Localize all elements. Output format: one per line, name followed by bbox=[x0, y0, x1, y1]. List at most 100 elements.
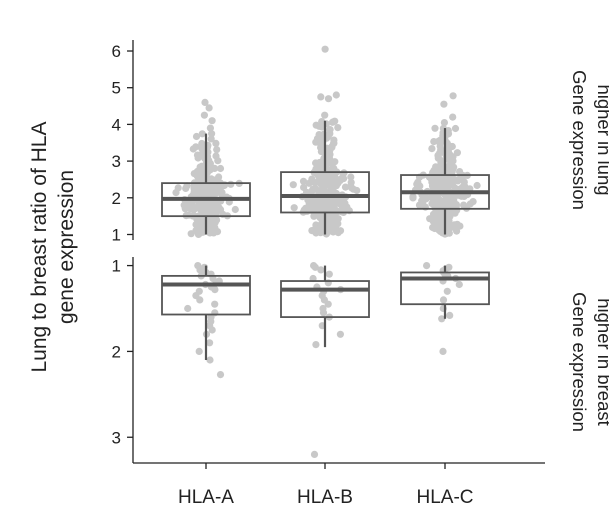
data-point bbox=[428, 194, 436, 202]
iqr-box bbox=[400, 271, 490, 306]
data-point bbox=[321, 45, 329, 53]
y-axis-label-line-1: Lung to breast ratio of HLA bbox=[28, 122, 51, 373]
data-point bbox=[208, 326, 216, 334]
data-point bbox=[336, 330, 344, 338]
data-point bbox=[198, 162, 206, 170]
plot-area: 1 2 3 4 5 6 1 2 3 HLA-A HLA-B HLA-C bbox=[112, 40, 545, 508]
data-point bbox=[207, 135, 215, 143]
data-point bbox=[213, 228, 222, 236]
data-point bbox=[319, 203, 327, 212]
data-point bbox=[206, 124, 214, 132]
data-point bbox=[329, 228, 337, 236]
data-point bbox=[453, 149, 461, 157]
data-point bbox=[328, 118, 337, 126]
data-point bbox=[189, 145, 197, 153]
data-point bbox=[321, 111, 329, 119]
data-point bbox=[227, 180, 235, 188]
x-tick-label-hla-a: HLA-A bbox=[178, 487, 234, 508]
data-point bbox=[196, 266, 204, 274]
bottom-panel-side-label: Gene expression higher in breast bbox=[569, 292, 609, 432]
data-point bbox=[312, 165, 320, 173]
data-point bbox=[216, 371, 225, 379]
data-point bbox=[208, 117, 216, 125]
y-tick-label: 3 bbox=[112, 152, 121, 171]
data-point bbox=[449, 92, 457, 100]
data-point bbox=[334, 124, 342, 132]
data-point bbox=[317, 266, 325, 274]
data-point bbox=[231, 205, 239, 214]
data-point bbox=[438, 167, 446, 175]
data-point bbox=[442, 196, 450, 204]
data-point bbox=[440, 100, 448, 108]
iqr-box bbox=[280, 280, 370, 318]
data-point bbox=[439, 347, 447, 355]
data-point bbox=[325, 154, 334, 162]
data-point bbox=[439, 296, 448, 304]
data-point bbox=[330, 136, 338, 144]
data-point bbox=[434, 137, 442, 145]
data-point bbox=[213, 146, 221, 154]
data-point bbox=[185, 201, 193, 209]
data-point bbox=[347, 173, 355, 181]
box-hla-b bbox=[280, 265, 370, 348]
data-point bbox=[311, 263, 319, 271]
data-point bbox=[326, 218, 334, 227]
data-point bbox=[191, 205, 199, 213]
data-point bbox=[447, 200, 455, 208]
data-point bbox=[324, 300, 332, 308]
data-point bbox=[199, 188, 208, 196]
data-point bbox=[328, 143, 336, 152]
data-point bbox=[211, 300, 219, 308]
data-point bbox=[189, 191, 197, 199]
top-panel-side-label-line-2: higher in lung bbox=[594, 84, 609, 195]
data-point bbox=[442, 229, 450, 237]
data-point bbox=[337, 175, 345, 183]
data-point bbox=[325, 270, 333, 278]
data-point bbox=[446, 311, 454, 319]
data-point bbox=[438, 315, 446, 323]
box-hla-a bbox=[161, 133, 251, 235]
data-point bbox=[314, 227, 322, 235]
x-tick-label-hla-b: HLA-B bbox=[297, 487, 353, 508]
data-point bbox=[440, 119, 448, 127]
data-point bbox=[317, 93, 325, 101]
data-point bbox=[456, 174, 464, 182]
data-point bbox=[172, 189, 180, 197]
data-point bbox=[212, 152, 220, 160]
data-point bbox=[212, 139, 220, 147]
box-hla-c bbox=[400, 265, 490, 319]
data-point bbox=[299, 177, 308, 185]
box-hla-c bbox=[400, 128, 490, 235]
y-tick-label: 5 bbox=[112, 79, 121, 98]
data-point bbox=[428, 200, 436, 208]
data-point bbox=[315, 211, 323, 220]
data-point bbox=[318, 118, 326, 126]
y-tick-label: 2 bbox=[112, 189, 121, 208]
data-point bbox=[432, 222, 440, 230]
data-point bbox=[423, 262, 431, 270]
panel-lung-higher: 1 2 3 4 5 6 bbox=[112, 40, 490, 244]
top-panel-side-label-line-1: Gene expression bbox=[569, 70, 590, 210]
data-point bbox=[326, 126, 334, 134]
data-point bbox=[320, 182, 328, 191]
data-point bbox=[182, 184, 190, 192]
data-point bbox=[341, 183, 350, 191]
data-point bbox=[192, 132, 201, 141]
data-point bbox=[195, 347, 203, 355]
data-point bbox=[458, 192, 466, 200]
x-tick-label-hla-c: HLA-C bbox=[416, 487, 473, 508]
data-point bbox=[437, 206, 445, 214]
iqr-box bbox=[280, 171, 370, 214]
data-point bbox=[435, 196, 443, 204]
data-point bbox=[318, 123, 326, 131]
data-point bbox=[431, 179, 439, 187]
data-point bbox=[316, 158, 324, 167]
data-point bbox=[348, 184, 356, 192]
data-point bbox=[341, 202, 349, 210]
y-tick-label: 3 bbox=[112, 428, 121, 447]
data-point bbox=[335, 196, 343, 204]
data-point bbox=[201, 207, 210, 215]
data-point bbox=[312, 341, 320, 349]
y-tick-label: 6 bbox=[112, 42, 121, 61]
